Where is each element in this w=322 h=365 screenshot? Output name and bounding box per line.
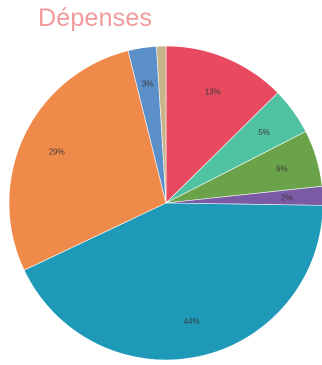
pie-slices bbox=[8, 45, 322, 361]
slice-label-4: 44% bbox=[184, 317, 200, 326]
slice-label-6: 3% bbox=[142, 80, 154, 89]
slice-label-1: 5% bbox=[258, 128, 270, 137]
pie-slice-5 bbox=[8, 50, 167, 271]
pie-slice-4 bbox=[23, 202, 322, 361]
slice-label-0: 13% bbox=[205, 88, 221, 97]
pie-slice-7 bbox=[156, 45, 167, 204]
chart-title: Dépenses bbox=[38, 4, 153, 32]
pie-slice-0 bbox=[165, 45, 279, 204]
slice-label-2: 6% bbox=[276, 165, 288, 174]
pie-labels: 13% 5% 6% 2% 44% 29% 3% bbox=[49, 80, 293, 327]
slice-label-3: 2% bbox=[281, 194, 293, 203]
slice-label-5: 29% bbox=[49, 147, 65, 156]
pie-slice-3 bbox=[165, 185, 322, 206]
pie-slice-2 bbox=[165, 131, 322, 204]
